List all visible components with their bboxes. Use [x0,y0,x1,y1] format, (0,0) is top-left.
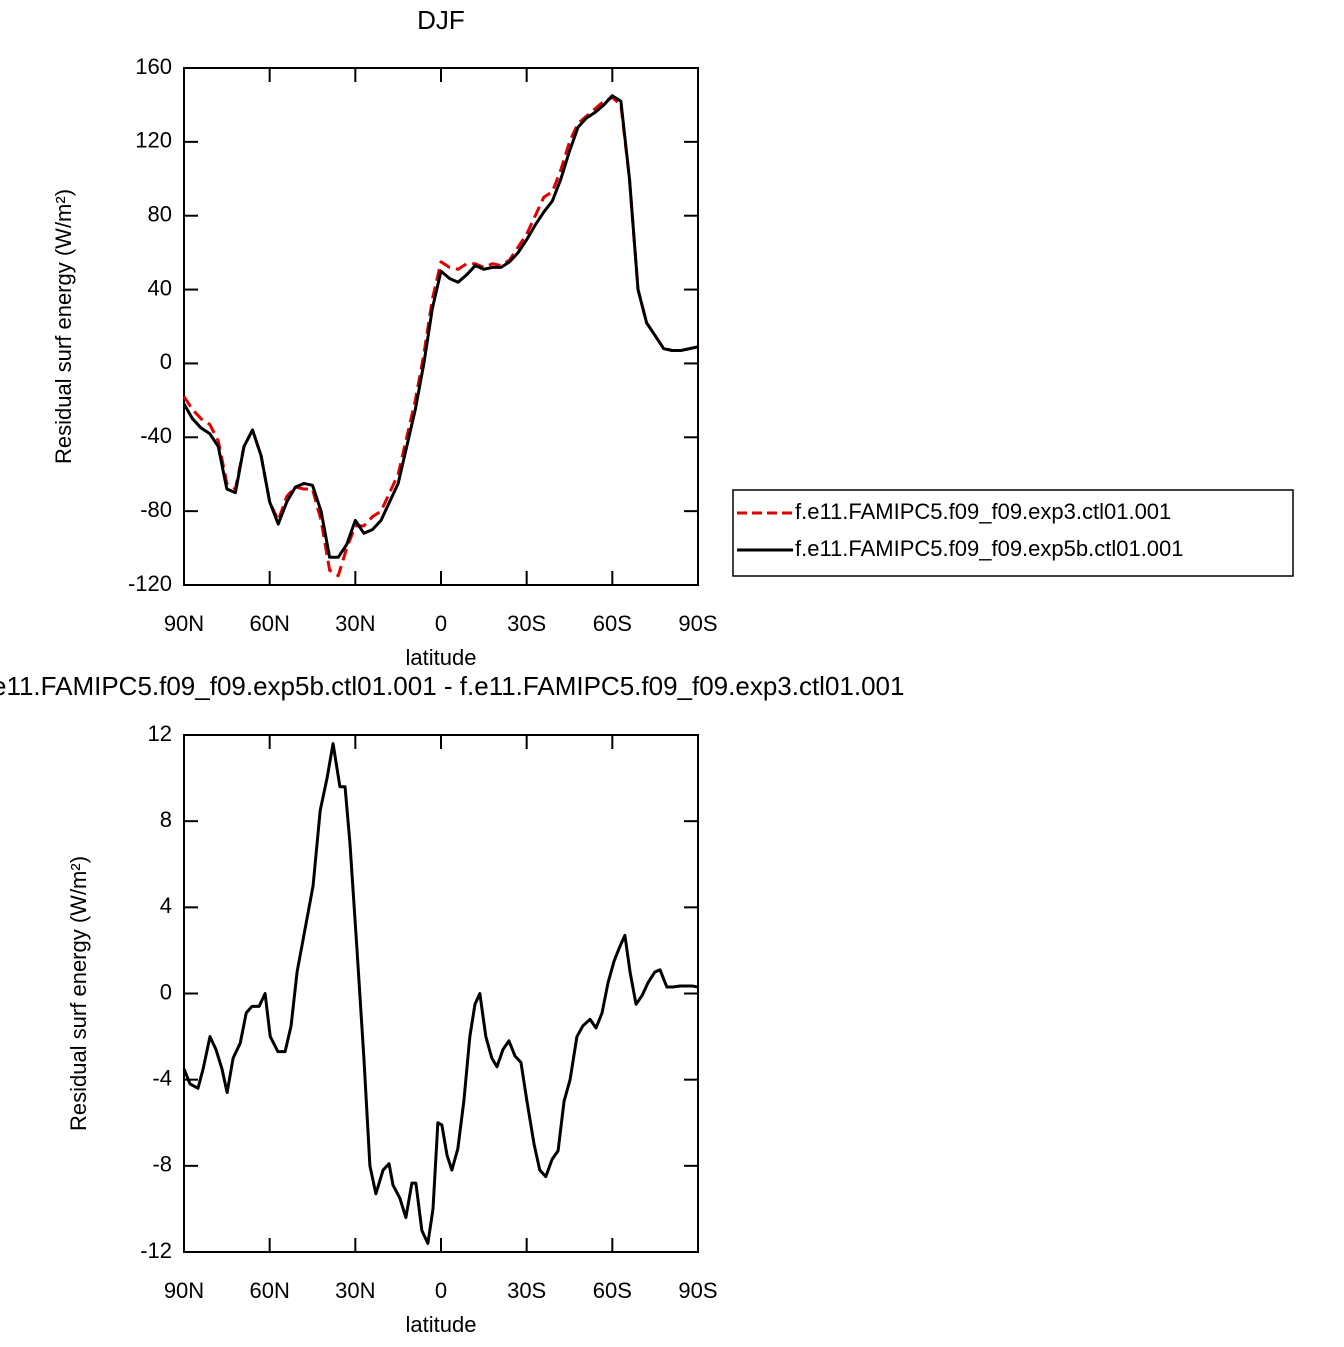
y-tick-label: -80 [140,497,172,522]
y-tick-label: 12 [148,721,172,746]
y-tick-label: 0 [160,979,172,1004]
y-tick-label: 40 [148,275,172,300]
y-tick-label: 120 [135,128,172,153]
y-tick-label: -120 [128,571,172,596]
y-tick-label: -40 [140,423,172,448]
series-line [182,96,699,578]
x-tick-label: 90N [164,1278,204,1303]
y-axis-label: Residual surf energy (W/m²) [66,856,91,1131]
y-tick-label: 4 [160,893,172,918]
x-tick-label: 60S [593,1278,632,1303]
chart-title: DJF [417,5,465,35]
x-tick-label: 60N [249,611,289,636]
y-tick-label: -12 [140,1238,172,1263]
x-tick-label: 90S [678,1278,717,1303]
y-tick-label: 160 [135,54,172,79]
series-line [182,742,699,1245]
chart-title: f.e11.FAMIPC5.f09_f09.exp5b.ctl01.001 - … [0,671,904,701]
x-tick-label: 30N [335,611,375,636]
plot-frame [183,734,699,1253]
x-axis-label: latitude [406,645,477,670]
y-tick-label: -8 [152,1152,172,1177]
x-tick-label: 90N [164,611,204,636]
x-tick-label: 30N [335,1278,375,1303]
x-tick-label: 0 [435,1278,447,1303]
y-tick-label: -4 [152,1065,172,1090]
series-line [182,94,699,559]
legend-box [732,489,1294,577]
x-tick-label: 30S [507,611,546,636]
x-tick-label: 90S [678,611,717,636]
y-tick-label: 80 [148,202,172,227]
x-axis-label: latitude [406,1312,477,1337]
x-tick-label: 60S [593,611,632,636]
plot-frame [183,67,699,586]
y-tick-label: 0 [160,349,172,374]
x-tick-label: 30S [507,1278,546,1303]
x-tick-label: 60N [249,1278,289,1303]
x-tick-label: 0 [435,611,447,636]
legend-label: f.e11.FAMIPC5.f09_f09.exp5b.ctl01.001 [795,536,1184,561]
legend-label: f.e11.FAMIPC5.f09_f09.exp3.ctl01.001 [795,499,1171,524]
y-tick-label: 8 [160,807,172,832]
y-axis-label: Residual surf energy (W/m²) [51,189,76,464]
